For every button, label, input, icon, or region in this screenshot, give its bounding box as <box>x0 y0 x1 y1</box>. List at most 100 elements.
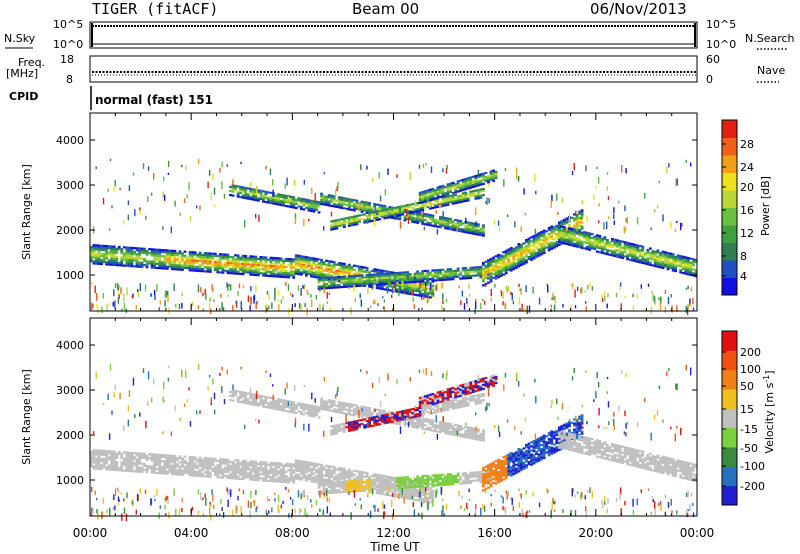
power-cell <box>584 301 587 304</box>
velocity-cell <box>401 484 404 487</box>
power-cell <box>580 288 582 293</box>
power-cell <box>560 239 564 242</box>
power-cell <box>375 268 379 271</box>
power-cell <box>504 263 508 267</box>
velocity-cell <box>302 476 306 480</box>
velocity-cell <box>345 484 349 487</box>
power-cell <box>514 252 518 255</box>
power-cell <box>135 255 139 258</box>
power-cell <box>428 190 432 193</box>
power-cell <box>451 226 455 229</box>
power-cell <box>408 284 412 287</box>
power-cell <box>317 201 321 204</box>
power-cell <box>656 251 660 254</box>
velocity-cell <box>138 458 141 461</box>
power-cell <box>444 225 447 228</box>
power-cell <box>492 177 495 180</box>
power-cell <box>573 244 576 248</box>
power-cell <box>466 221 470 224</box>
power-cell <box>628 250 632 253</box>
power-cell <box>651 264 655 267</box>
power-cell <box>360 276 364 279</box>
power-cell <box>279 263 283 266</box>
power-cell <box>624 205 626 212</box>
power-cell <box>272 273 275 276</box>
power-cell <box>249 197 253 201</box>
velocity-cell <box>163 470 167 473</box>
power-cell <box>342 221 346 224</box>
power-cell <box>347 277 351 280</box>
velocity-cell <box>135 460 139 463</box>
power-cell <box>311 299 313 307</box>
power-cell <box>254 196 258 200</box>
power-cell <box>127 246 131 249</box>
power-cell <box>304 256 308 259</box>
velocity-cell <box>330 469 334 472</box>
velocity-cell <box>95 451 98 454</box>
power-cell <box>578 246 581 249</box>
power-cell <box>370 279 374 282</box>
power-cell <box>436 221 440 224</box>
power-cell <box>140 257 144 260</box>
power-cell <box>92 304 94 309</box>
power-cell <box>95 254 98 257</box>
velocity-cell <box>297 473 301 477</box>
power-cell <box>499 262 503 265</box>
power-cell <box>342 197 346 200</box>
power-cell <box>206 254 210 257</box>
velocity-cell <box>135 470 139 473</box>
velocity-cell <box>122 469 126 472</box>
power-cell <box>694 268 698 272</box>
power-cell <box>264 268 268 271</box>
velocity-cell <box>191 468 194 471</box>
power-cell <box>540 230 544 234</box>
power-cell <box>456 219 460 222</box>
power-cell <box>562 236 566 239</box>
power-cell <box>135 249 139 252</box>
power-cell <box>418 272 422 275</box>
power-cell <box>358 284 361 287</box>
power-cell <box>378 208 382 211</box>
velocity-cell <box>221 468 225 471</box>
power-cell <box>302 202 306 205</box>
velocity-cell <box>95 465 98 468</box>
power-cell <box>363 266 366 269</box>
power-cell <box>294 270 298 273</box>
velocity-cell <box>173 454 177 458</box>
power-cell <box>449 270 452 273</box>
velocity-cell <box>208 473 212 476</box>
power-cell <box>418 286 421 291</box>
power-cell <box>335 278 339 281</box>
power-cell <box>135 253 139 256</box>
power-cell <box>593 245 597 248</box>
velocity-cell <box>388 494 392 497</box>
velocity-cell <box>322 484 326 487</box>
power-cell <box>358 214 361 217</box>
power-cell <box>191 269 194 272</box>
power-cell <box>327 200 331 203</box>
power-cell <box>250 296 252 305</box>
velocity-cell <box>297 463 301 466</box>
power-cell <box>449 182 452 185</box>
power-cell <box>686 267 690 270</box>
power-cell <box>374 299 376 305</box>
power-cell <box>236 260 240 263</box>
power-cell <box>120 262 124 265</box>
power-cell <box>213 187 216 195</box>
power-cell <box>325 273 329 277</box>
velocity-cell <box>317 467 321 470</box>
power-cell <box>121 308 123 312</box>
velocity-cell <box>289 477 293 480</box>
power-cell <box>430 166 433 174</box>
power-cell <box>183 254 187 257</box>
velocity-cell <box>310 462 313 465</box>
power-cell <box>623 226 626 234</box>
power-cell <box>466 225 470 228</box>
power-cell <box>347 206 351 209</box>
power-cell <box>560 228 564 231</box>
power-cell <box>299 207 303 211</box>
power-cell <box>446 219 450 222</box>
power-cell <box>428 292 432 295</box>
power-cell <box>317 258 321 261</box>
